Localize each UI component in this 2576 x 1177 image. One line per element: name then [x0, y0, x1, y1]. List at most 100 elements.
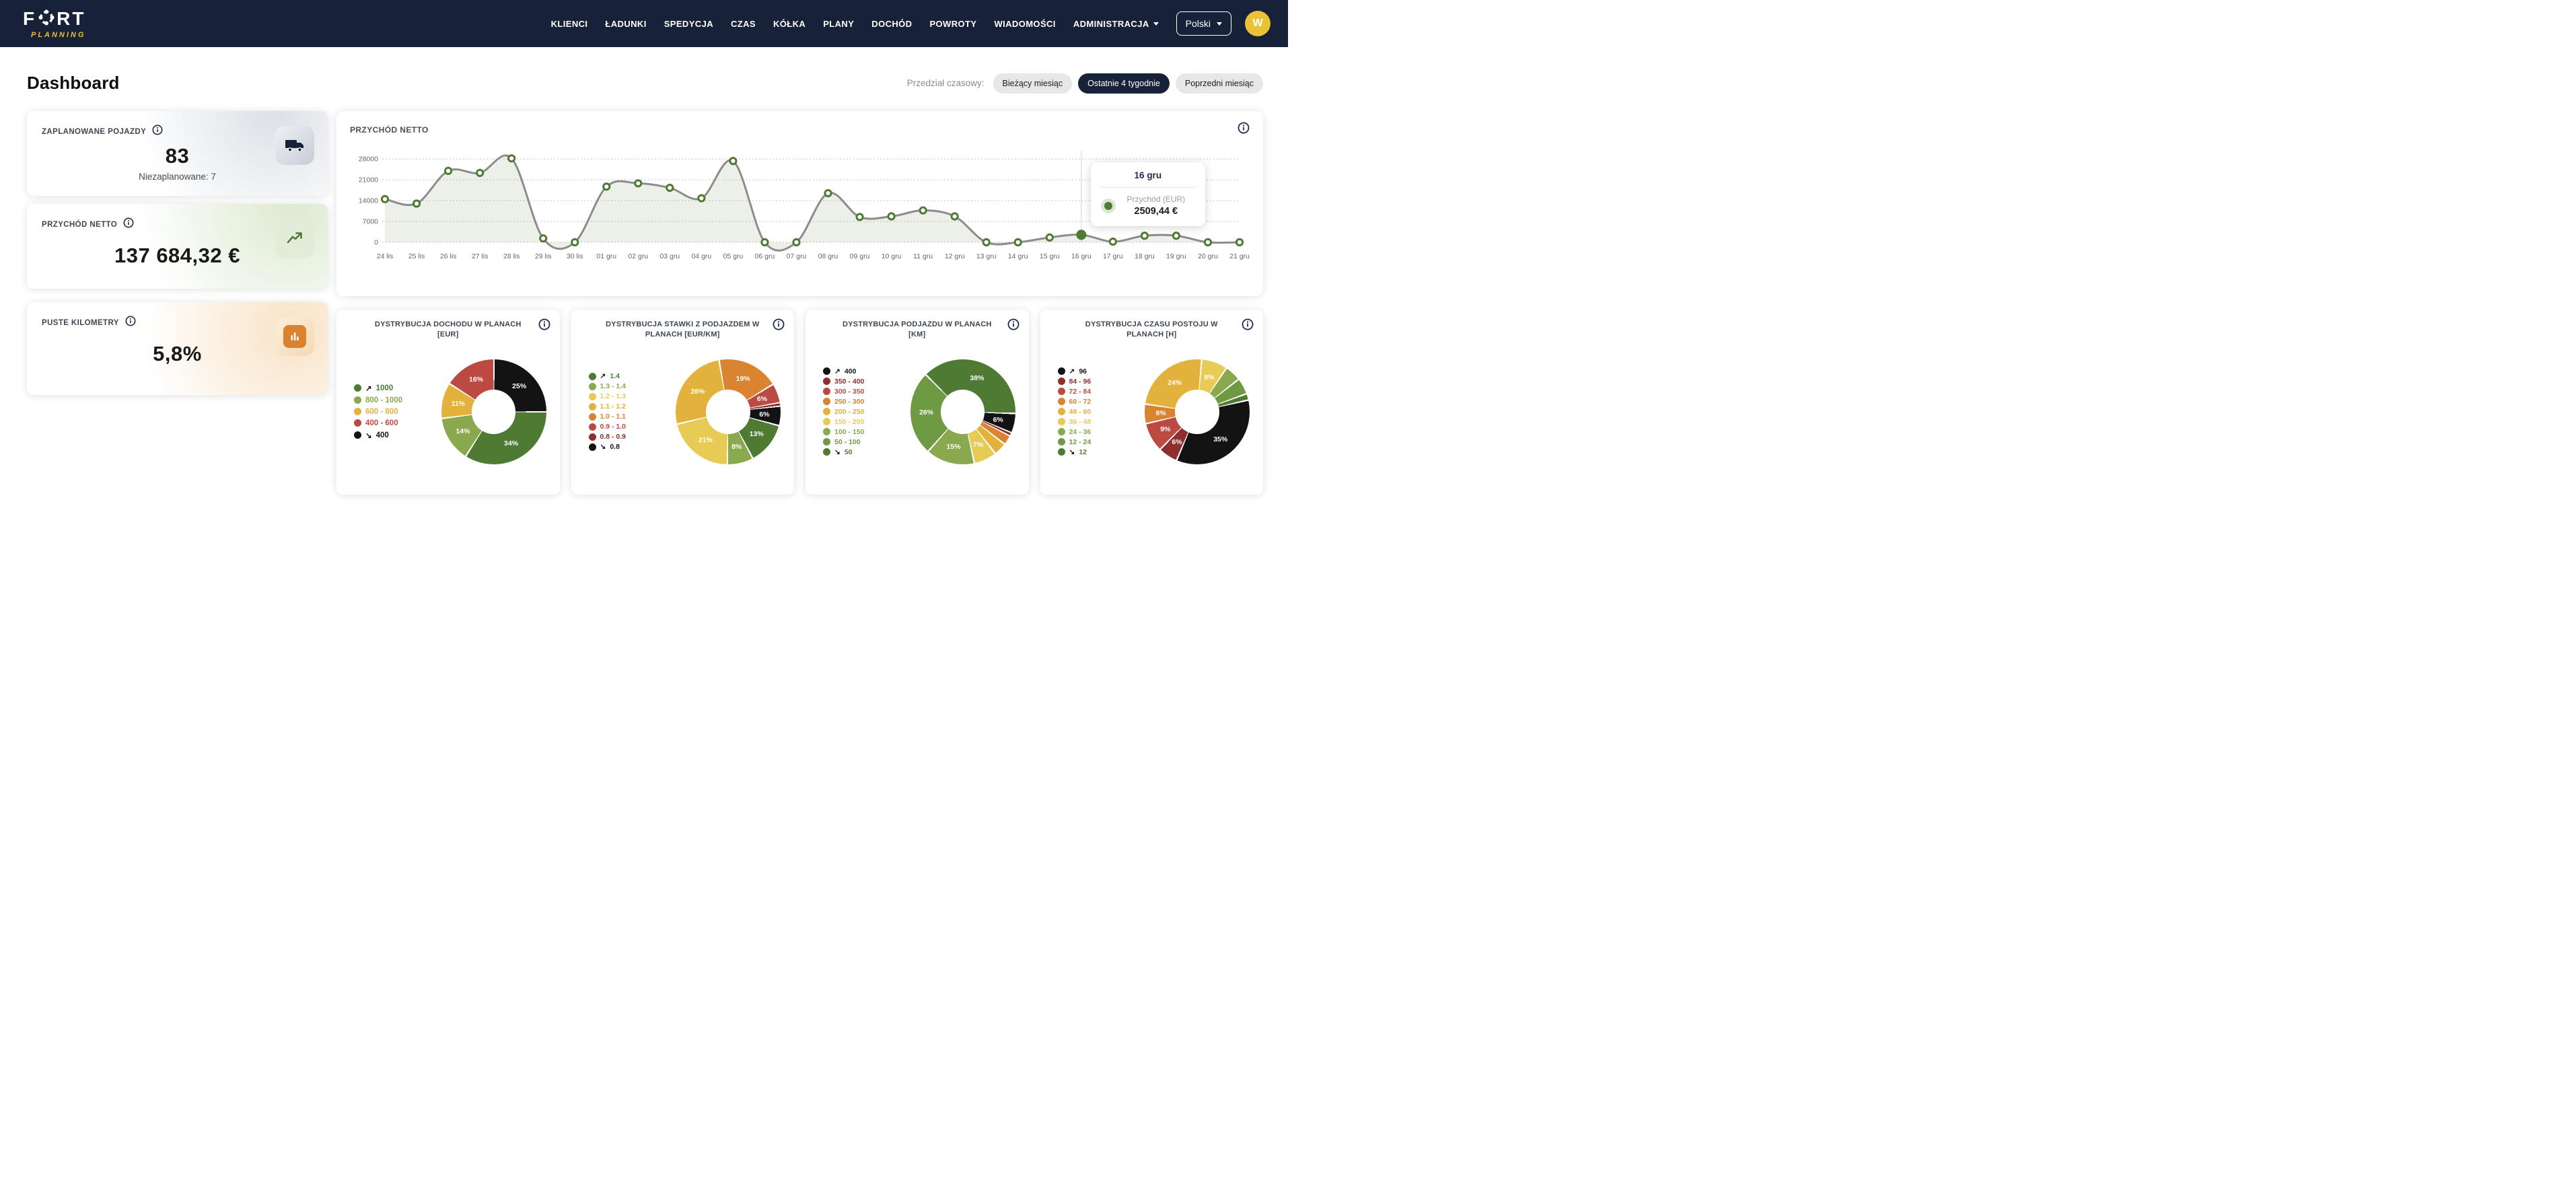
donut-chart[interactable]: 19% 6% 6% 13% 8% 21% 26%: [676, 359, 781, 464]
data-point[interactable]: [729, 157, 738, 166]
donut-chart[interactable]: 25% 34% 14% 11% 16%: [441, 359, 546, 464]
data-point[interactable]: [476, 168, 485, 178]
data-point[interactable]: [919, 206, 927, 215]
legend-item[interactable]: 400 - 600: [354, 419, 425, 427]
nav-item-kółka[interactable]: KÓŁKA: [773, 19, 806, 29]
data-point[interactable]: [634, 179, 643, 188]
nav-item-label: PLANY: [823, 18, 855, 29]
nav-item-administracja[interactable]: ADMINISTRACJA: [1073, 19, 1159, 29]
data-point[interactable]: [571, 238, 579, 247]
legend-item[interactable]: 350 - 400: [823, 378, 894, 386]
nav-item-dochód[interactable]: DOCHÓD: [871, 19, 912, 29]
legend-item[interactable]: ↘ 50: [823, 448, 894, 456]
legend-item[interactable]: 200 - 250: [823, 408, 894, 416]
legend-dot-icon: [588, 443, 596, 451]
legend-item[interactable]: 300 - 350: [823, 388, 894, 396]
data-point[interactable]: [1235, 238, 1244, 247]
language-selector[interactable]: Polski: [1176, 11, 1231, 36]
data-point[interactable]: [697, 194, 706, 203]
legend-item[interactable]: 60 - 72: [1057, 398, 1129, 406]
legend-item[interactable]: ↗ 1000: [354, 384, 425, 393]
legend-item[interactable]: 0.8 - 0.9: [588, 433, 660, 441]
legend-item[interactable]: 1.2 - 1.3: [588, 392, 660, 400]
legend-item[interactable]: 50 - 100: [823, 438, 894, 446]
data-point[interactable]: [539, 234, 548, 243]
data-point[interactable]: [887, 212, 896, 221]
nav-item-plany[interactable]: PLANY: [823, 19, 854, 29]
nav-item-wiadomości[interactable]: WIADOMOŚCI: [994, 19, 1055, 29]
data-point-active[interactable]: [1076, 229, 1087, 240]
dashboard-content: ZAPLANOWANE POJAZDY 83 Niezaplanowane: 7…: [0, 94, 1288, 495]
legend-item[interactable]: 36 - 48: [1057, 418, 1129, 426]
legend-item[interactable]: 1.0 - 1.1: [588, 413, 660, 421]
legend-item[interactable]: ↘ 12: [1057, 448, 1129, 456]
legend-item[interactable]: 800 - 1000: [354, 396, 425, 404]
time-range-pill-active[interactable]: Ostatnie 4 tygodnie: [1078, 73, 1170, 94]
data-point[interactable]: [412, 199, 421, 208]
donut-chart[interactable]: 38% 6% 7% 15% 26%: [910, 359, 1015, 464]
info-icon[interactable]: [1238, 122, 1250, 137]
legend-item[interactable]: 24 - 36: [1057, 428, 1129, 436]
data-point[interactable]: [760, 238, 769, 247]
legend-item[interactable]: ↗ 96: [1057, 367, 1129, 376]
time-range-pill[interactable]: Bieżący miesiąc: [993, 73, 1073, 94]
x-axis-tick: 08 gru: [818, 252, 838, 260]
donut-chart[interactable]: 8% 35% 6% 9% 6% 24%: [1145, 359, 1250, 464]
info-icon[interactable]: [538, 318, 550, 334]
legend-item[interactable]: 72 - 84: [1057, 388, 1129, 396]
time-range-pill[interactable]: Poprzedni miesiąc: [1175, 73, 1263, 94]
data-point[interactable]: [824, 188, 832, 198]
legend-item[interactable]: 250 - 300: [823, 398, 894, 406]
app-logo[interactable]: F RT PLANNING: [23, 9, 85, 39]
info-icon[interactable]: [125, 316, 136, 330]
legend-item[interactable]: 84 - 96: [1057, 378, 1129, 386]
donut-segment-label: 26%: [919, 408, 934, 417]
legend-item[interactable]: 12 - 24: [1057, 438, 1129, 446]
data-point[interactable]: [380, 194, 390, 203]
data-point[interactable]: [1203, 238, 1213, 247]
nav-item-czas[interactable]: CZAS: [731, 19, 756, 29]
legend-item[interactable]: 48 - 60: [1057, 408, 1129, 416]
data-point[interactable]: [982, 238, 991, 247]
nav-item-powroty[interactable]: POWROTY: [929, 19, 976, 29]
legend-item[interactable]: 600 - 800: [354, 408, 425, 416]
legend-item[interactable]: 100 - 150: [823, 428, 894, 436]
data-point[interactable]: [1140, 231, 1149, 240]
info-icon[interactable]: [123, 217, 134, 231]
legend-label: 300 - 350: [834, 387, 865, 396]
legend-item[interactable]: 0.9 - 1.0: [588, 423, 660, 431]
data-point[interactable]: [443, 166, 453, 175]
info-icon[interactable]: [1007, 318, 1019, 334]
data-point[interactable]: [602, 182, 611, 191]
info-icon[interactable]: [1242, 318, 1254, 334]
arrow-down-right-icon: ↘: [1069, 448, 1075, 456]
x-axis-tick: 15 gru: [1040, 252, 1060, 260]
legend-item[interactable]: ↗ 400: [823, 367, 894, 376]
net-revenue-line-chart[interactable]: 0 7000 14000 21000 28000 24 lis 25 lis 26 lis 27…: [350, 140, 1250, 283]
data-point[interactable]: [1108, 238, 1117, 246]
nav-item-klienci[interactable]: KLIENCI: [551, 19, 588, 29]
nav-item-ładunki[interactable]: ŁADUNKI: [605, 19, 646, 29]
data-point[interactable]: [950, 212, 959, 221]
data-point[interactable]: [507, 154, 516, 163]
legend-item[interactable]: 1.1 - 1.2: [588, 402, 660, 411]
data-point[interactable]: [1013, 238, 1022, 247]
data-point[interactable]: [1045, 233, 1054, 242]
nav-item-spedycja[interactable]: SPEDYCJA: [664, 19, 713, 29]
legend-item[interactable]: ↘ 400: [354, 431, 425, 440]
donut-hole: [706, 390, 750, 434]
data-point[interactable]: [1172, 231, 1181, 240]
data-point[interactable]: [666, 183, 674, 192]
info-icon[interactable]: [773, 318, 785, 334]
legend-dot-icon: [1057, 428, 1065, 436]
data-point[interactable]: [792, 238, 801, 247]
legend-item[interactable]: ↗ 1.4: [588, 372, 660, 380]
info-icon[interactable]: [152, 124, 163, 139]
nav-item-label: POWROTY: [929, 18, 977, 29]
tooltip-series-name: Przychód (EUR): [1126, 194, 1186, 204]
legend-item[interactable]: ↘ 0.8: [588, 443, 660, 451]
data-point[interactable]: [855, 213, 864, 221]
legend-item[interactable]: 150 - 200: [823, 418, 894, 426]
avatar[interactable]: W: [1245, 11, 1271, 36]
legend-item[interactable]: 1.3 - 1.4: [588, 382, 660, 390]
